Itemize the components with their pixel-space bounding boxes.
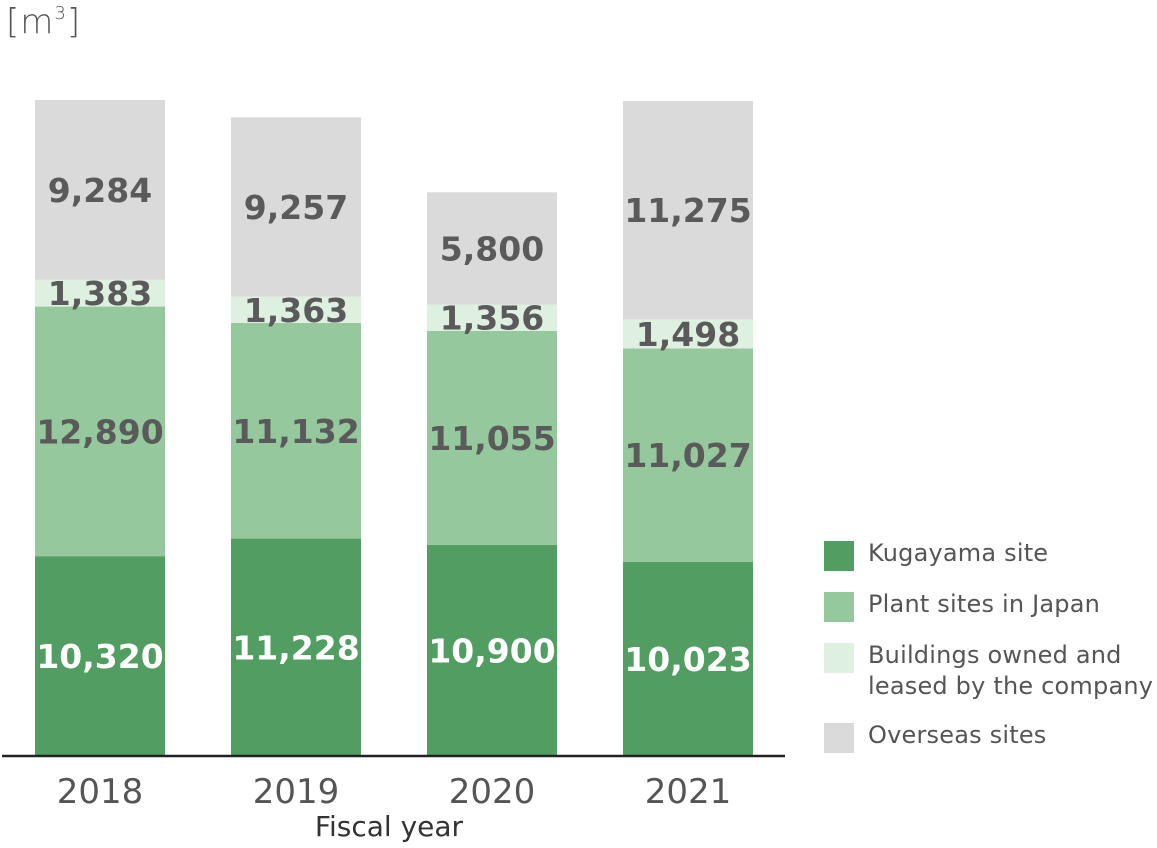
legend-item-plant-sites-in-japan: Plant sites in Japan	[824, 589, 1157, 622]
data-label-kugayama-site-2019: 11,228	[232, 628, 359, 667]
bar-segment-plant-sites-in-japan-2020	[427, 330, 557, 545]
bar-segment-overseas-sites-2020	[427, 192, 557, 305]
x-tick-label-2020: 2020	[449, 772, 536, 812]
data-label-buildings-owned-and-leased-by-the-company-2020: 1,356	[440, 299, 544, 338]
data-label-buildings-owned-and-leased-by-the-company-2021: 1,498	[636, 315, 740, 354]
x-axis-title: Fiscal year	[315, 810, 464, 843]
bar-segment-overseas-sites-2018	[35, 100, 165, 280]
legend-label: Buildings owned and leased by the compan…	[868, 641, 1154, 700]
x-tick-labels-group: 2018 2019 2020 2021	[57, 772, 732, 812]
data-label-plant-sites-in-japan-2021: 11,027	[624, 436, 751, 475]
bar-segment-kugayama-site-2021	[623, 561, 753, 756]
bars-group	[35, 100, 753, 756]
x-tick-label-2019: 2019	[253, 772, 340, 812]
legend-label: Plant sites in Japan	[868, 590, 1101, 618]
legend-swatch	[824, 592, 854, 622]
data-label-buildings-owned-and-leased-by-the-company-2019: 1,363	[244, 291, 348, 330]
legend-label: Kugayama site	[868, 539, 1049, 567]
data-label-overseas-sites-2019: 9,257	[244, 188, 348, 227]
data-label-plant-sites-in-japan-2019: 11,132	[232, 412, 359, 451]
legend-item-kugayama-site: Kugayama site	[824, 538, 1157, 571]
data-label-overseas-sites-2021: 11,275	[624, 191, 751, 230]
data-labels-group: 10,320 12,890 1,383 9,284 11,228 11,132 1,363 9…	[36, 171, 751, 679]
legend-swatch	[824, 723, 854, 753]
bar-segment-overseas-sites-2021	[623, 101, 753, 320]
bar-segment-overseas-sites-2019	[231, 117, 361, 297]
bar-segment-plant-sites-in-japan-2021	[623, 348, 753, 562]
data-label-overseas-sites-2020: 5,800	[440, 229, 544, 268]
unit-label: [m3]	[6, 2, 82, 42]
data-label-plant-sites-in-japan-2018: 12,890	[36, 412, 163, 451]
data-label-kugayama-site-2018: 10,320	[36, 637, 163, 676]
bar-segment-kugayama-site-2020	[427, 544, 557, 756]
bar-segment-kugayama-site-2019	[231, 538, 361, 756]
x-tick-label-2021: 2021	[645, 772, 732, 812]
legend-item-overseas-sites: Overseas sites	[824, 720, 1157, 753]
legend-label: Overseas sites	[868, 721, 1047, 749]
legend-swatch	[824, 541, 854, 571]
data-label-kugayama-site-2020: 10,900	[428, 631, 555, 670]
legend: Kugayama site Plant sites in Japan Buildin…	[824, 538, 1157, 771]
bar-segment-plant-sites-in-japan-2019	[231, 323, 361, 539]
x-tick-label-2018: 2018	[57, 772, 144, 812]
legend-swatch	[824, 643, 854, 673]
data-label-buildings-owned-and-leased-by-the-company-2018: 1,383	[48, 274, 152, 313]
data-label-overseas-sites-2018: 9,284	[48, 171, 152, 210]
data-label-kugayama-site-2021: 10,023	[624, 640, 751, 679]
data-label-plant-sites-in-japan-2020: 11,055	[428, 419, 555, 458]
bar-segment-buildings-owned-and-leased-by-the-company-2018	[35, 279, 165, 307]
bar-segment-buildings-owned-and-leased-by-the-company-2021	[623, 319, 753, 349]
bar-segment-buildings-owned-and-leased-by-the-company-2020	[427, 304, 557, 331]
legend-item-buildings-owned-and-leased-by-the-company: Buildings owned and leased by the compan…	[824, 640, 1157, 702]
bar-segment-plant-sites-in-japan-2018	[35, 306, 165, 557]
bar-segment-buildings-owned-and-leased-by-the-company-2019	[231, 296, 361, 324]
bar-segment-kugayama-site-2018	[35, 556, 165, 756]
